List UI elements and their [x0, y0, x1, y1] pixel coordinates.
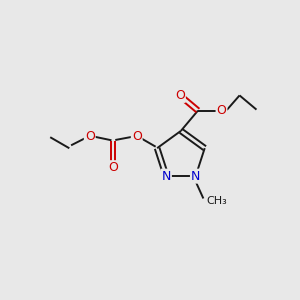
- Text: N: N: [161, 169, 171, 183]
- Text: O: O: [217, 104, 226, 117]
- Text: N: N: [191, 169, 200, 183]
- Text: O: O: [175, 89, 185, 102]
- Text: O: O: [85, 130, 95, 143]
- Text: O: O: [108, 161, 118, 174]
- Text: CH₃: CH₃: [206, 196, 227, 206]
- Text: O: O: [132, 130, 142, 143]
